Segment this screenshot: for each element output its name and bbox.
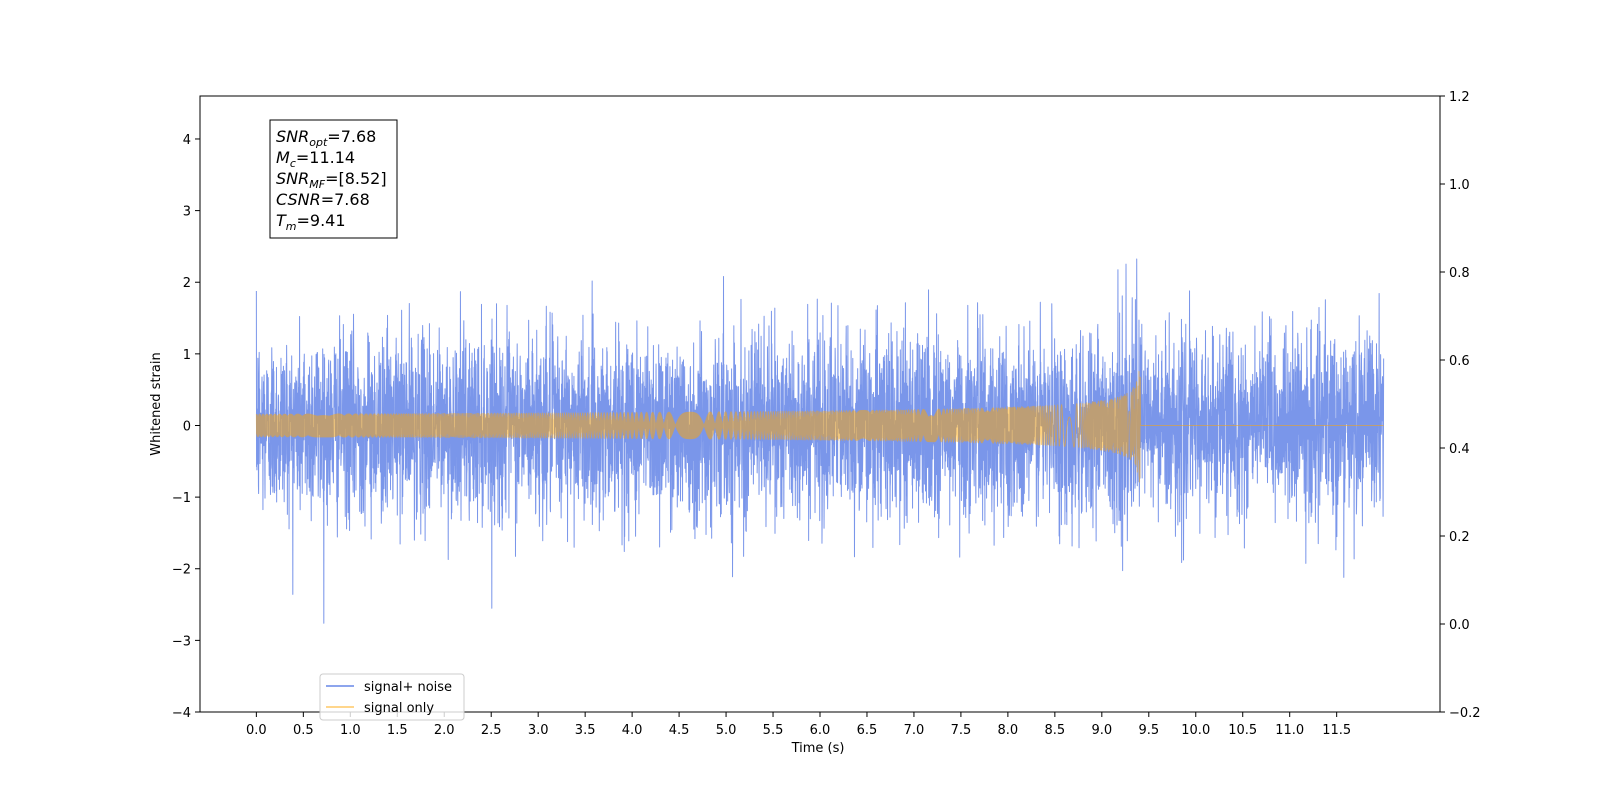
series-signal-only [255, 371, 1384, 483]
y2-tick-label: 0.8 [1449, 266, 1470, 281]
y-tick-label: −4 [172, 706, 191, 721]
x-tick-label: 0.0 [246, 723, 267, 738]
y-tick-label: 2 [183, 276, 191, 291]
stats-annotation-line: Mc=11.14 [276, 148, 355, 170]
y2-tick-label: 0.4 [1449, 442, 1470, 457]
x-axis-label: Time (s) [791, 741, 845, 756]
plot-area [200, 96, 1440, 712]
x-tick-label: 2.0 [434, 723, 455, 738]
y-axis-right: −0.2 0.0 0.2 0.4 0.6 0.8 1.0 1.2 [1440, 90, 1481, 721]
stats-annotation-line: SNRopt=7.68 [276, 127, 376, 149]
y2-tick-label: 0.6 [1449, 354, 1470, 369]
stats-annotation-line: CSNR=7.68 [276, 190, 370, 209]
x-tick-label: 10.0 [1181, 723, 1210, 738]
y2-tick-label: 0.0 [1449, 618, 1470, 633]
x-tick-label: 5.5 [763, 723, 784, 738]
y2-tick-label: −0.2 [1449, 706, 1481, 721]
y-tick-label: 3 [183, 205, 191, 220]
x-tick-label: 11.0 [1275, 723, 1304, 738]
legend-frame [319, 673, 465, 721]
y-axis-left: −4 −3 −2 −1 0 1 2 3 4 [172, 133, 200, 721]
legend: signal+ noise signal only [319, 673, 465, 721]
x-tick-label: 3.5 [575, 723, 596, 738]
x-tick-label: 3.0 [528, 723, 549, 738]
stats-annotation-frame [269, 119, 398, 239]
x-tick-label: 6.0 [810, 723, 831, 738]
stats-annotation-line: Tm=9.41 [276, 211, 346, 233]
x-tick-label: 4.5 [669, 723, 690, 738]
y-tick-label: −2 [172, 563, 191, 578]
x-tick-label: 5.0 [716, 723, 737, 738]
x-tick-label: 1.5 [387, 723, 408, 738]
legend-label-signal-only: signal only [364, 701, 434, 716]
series-signal-plus-noise [255, 258, 1385, 624]
y2-tick-label: 0.2 [1449, 530, 1470, 545]
y-tick-label: 0 [183, 419, 191, 434]
x-tick-label: 0.5 [293, 723, 314, 738]
x-tick-label: 10.5 [1228, 723, 1257, 738]
x-axis: 0.0 0.5 1.0 1.5 2.0 2.5 3.0 3.5 4.0 4.5 5.0 5.5 6.0 6… [246, 712, 1351, 738]
y-axis-label: Whitened strain [149, 352, 164, 455]
y-tick-label: −1 [172, 491, 191, 506]
y2-tick-label: 1.2 [1449, 90, 1470, 105]
x-tick-label: 8.0 [998, 723, 1019, 738]
stats-annotation: SNRopt=7.68Mc=11.14SNRMF=[8.52]CSNR=7.68… [269, 119, 398, 239]
x-tick-label: 4.0 [622, 723, 643, 738]
x-tick-label: 8.5 [1045, 723, 1066, 738]
y2-tick-label: 1.0 [1449, 178, 1470, 193]
y-tick-label: 1 [183, 348, 191, 363]
x-tick-label: 7.5 [951, 723, 972, 738]
legend-label-signal-plus-noise: signal+ noise [364, 680, 452, 695]
x-tick-label: 9.0 [1091, 723, 1112, 738]
stats-annotation-line: SNRMF=[8.52] [276, 169, 387, 191]
y-tick-label: −3 [172, 634, 191, 649]
x-tick-label: 7.0 [904, 723, 925, 738]
x-tick-label: 6.5 [857, 723, 878, 738]
x-tick-label: 1.0 [340, 723, 361, 738]
y-tick-label: 4 [183, 133, 191, 148]
x-tick-label: 9.5 [1138, 723, 1159, 738]
x-tick-label: 2.5 [481, 723, 502, 738]
x-tick-label: 11.5 [1322, 723, 1351, 738]
